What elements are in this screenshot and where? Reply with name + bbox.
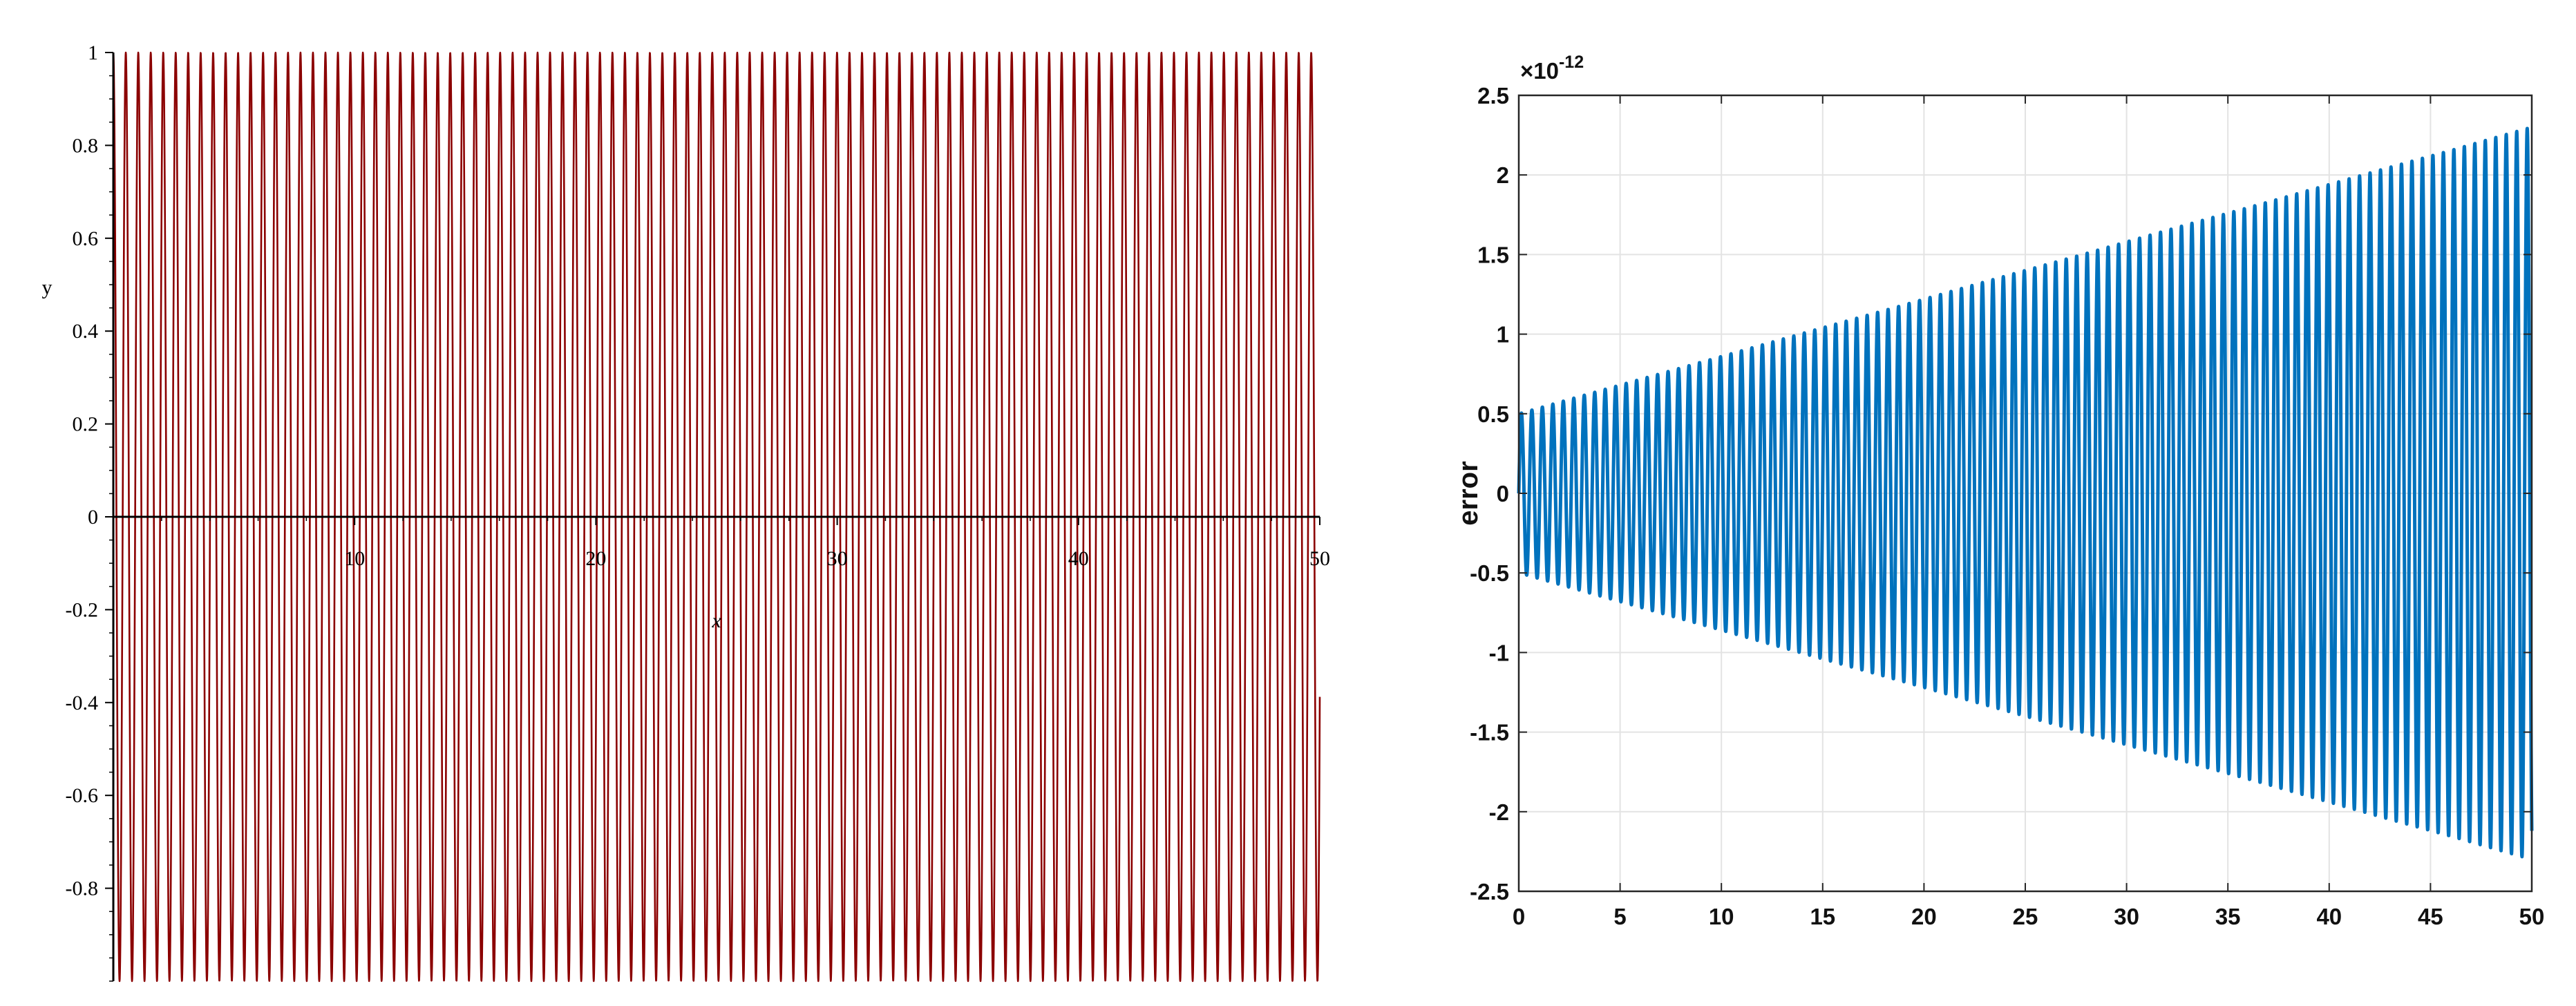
chart-2-x-tick-label: 25 [2013, 904, 2038, 929]
chart-2-x-tick-label: 10 [1709, 904, 1734, 929]
chart-1-y-tick-label: 0.6 [73, 227, 99, 250]
chart-2-x-tick-label: 35 [2215, 904, 2241, 929]
chart-2-y-axis-label: error [1453, 461, 1484, 525]
chart-1-y-tick-label: 0.4 [73, 320, 99, 343]
chart-1-x-axis-label: x [711, 609, 721, 632]
chart-2-y-tick-label: 1.5 [1477, 242, 1509, 267]
chart-1-y-vs-x: -0.8 -0.6 -0.4 -0.2 0 0.2 0.4 0.6 0.8 1 10 20 30 40 5… [41, 41, 1330, 983]
chart-1-y-tick-label: -0.2 [66, 598, 99, 621]
chart-2-x-tick-label: 50 [2519, 904, 2545, 929]
chart-1-y-tick-label: 0.2 [73, 413, 99, 436]
chart-2-y-tick-label: -1.5 [1470, 720, 1509, 746]
chart-2-x-tick-label: 15 [1810, 904, 1835, 929]
chart-2-y-tick-label: -2 [1489, 799, 1509, 825]
chart-2-y-tick-label: -1 [1489, 640, 1509, 665]
chart-1-y-axis-label: y [42, 276, 53, 298]
chart-2-x-tick-label: 0 [1513, 904, 1525, 929]
chart-2-series-line [1517, 126, 2534, 859]
chart-2-x-ticks: 0 5 10 15 20 25 30 35 40 45 50 [1513, 95, 2545, 929]
chart-1-y-tick-label: 0.8 [73, 134, 99, 157]
chart-1-x-tick-label: 10 [344, 547, 365, 570]
chart-2-exponent-base: ×10 [1520, 58, 1559, 84]
chart-1-series-line [112, 51, 1321, 983]
chart-1-y-tick-label: -0.4 [66, 692, 99, 714]
chart-2-x-tick-label: 20 [1911, 904, 1937, 929]
chart-2-exponent-power: -12 [1559, 53, 1584, 72]
chart-1-y-tick-label: 0 [88, 506, 98, 529]
chart-2-y-tick-label: 0.5 [1477, 401, 1509, 427]
chart-2-exponent-label: ×10-12 [1520, 53, 1584, 84]
chart-2-y-tick-label: -2.5 [1470, 879, 1509, 904]
chart-2-error: -2.5 -2 -1.5 -1 -0.5 0 0.5 1 1.5 2 2.5 0 5 10 15 20 25 3… [1453, 53, 2544, 929]
chart-2-y-tick-label: 1 [1497, 322, 1509, 348]
chart-2-y-tick-label: -0.5 [1470, 560, 1509, 586]
chart-2-x-tick-label: 45 [2418, 904, 2443, 929]
chart-2-x-tick-label: 30 [2114, 904, 2139, 929]
chart-2-x-tick-label: 5 [1613, 904, 1626, 929]
chart-1-y-tick-label: -0.6 [66, 784, 99, 807]
chart-1-x-tick-label: 50 [1309, 547, 1330, 570]
chart-1-x-tick-label: 20 [585, 547, 606, 570]
chart-2-y-tick-label: 2.5 [1477, 83, 1509, 108]
chart-1-y-ticks: -0.8 -0.6 -0.4 -0.2 0 0.2 0.4 0.6 0.8 1 [66, 41, 113, 982]
chart-1-x-tick-label: 40 [1068, 547, 1089, 570]
chart-2-y-tick-label: 2 [1497, 162, 1509, 188]
chart-1-y-tick-label: -0.8 [66, 877, 99, 900]
chart-2-y-ticks: -2.5 -2 -1.5 -1 -0.5 0 0.5 1 1.5 2 2.5 [1470, 83, 2532, 904]
chart-1-x-ticks: 10 20 30 40 50 [113, 517, 1330, 570]
chart-2-x-tick-label: 40 [2316, 904, 2342, 929]
chart-1-y-tick-label: 1 [88, 41, 98, 64]
chart-2-y-tick-label: 0 [1497, 481, 1509, 506]
chart-1-x-tick-label: 30 [827, 547, 848, 570]
